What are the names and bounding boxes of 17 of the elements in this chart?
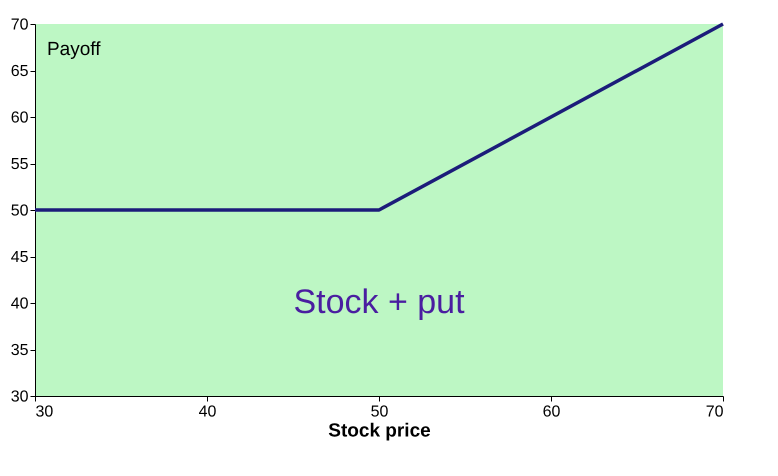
y-tick-label: 70 xyxy=(10,16,29,34)
x-tick-label: 70 xyxy=(706,404,724,420)
x-tick-label: 30 xyxy=(36,404,54,420)
y-tick-label: 40 xyxy=(10,296,29,312)
x-tick-label: 40 xyxy=(198,404,216,420)
y-tick-label: 65 xyxy=(10,63,29,80)
y-tick-label: 60 xyxy=(10,110,29,126)
x-tick-label: 60 xyxy=(542,404,560,420)
y-axis-title: Payoff xyxy=(47,39,102,60)
annotation: Stock + put xyxy=(293,283,466,321)
x-tick-label: 50 xyxy=(370,404,388,420)
y-tick-label: 45 xyxy=(10,249,29,266)
y-tick-label: 35 xyxy=(10,342,29,359)
x-axis-title: Stock price xyxy=(328,420,431,442)
y-tick-label: 50 xyxy=(10,202,29,220)
y-tick-label: 30 xyxy=(10,388,29,406)
y-tick-label: 55 xyxy=(10,156,29,173)
